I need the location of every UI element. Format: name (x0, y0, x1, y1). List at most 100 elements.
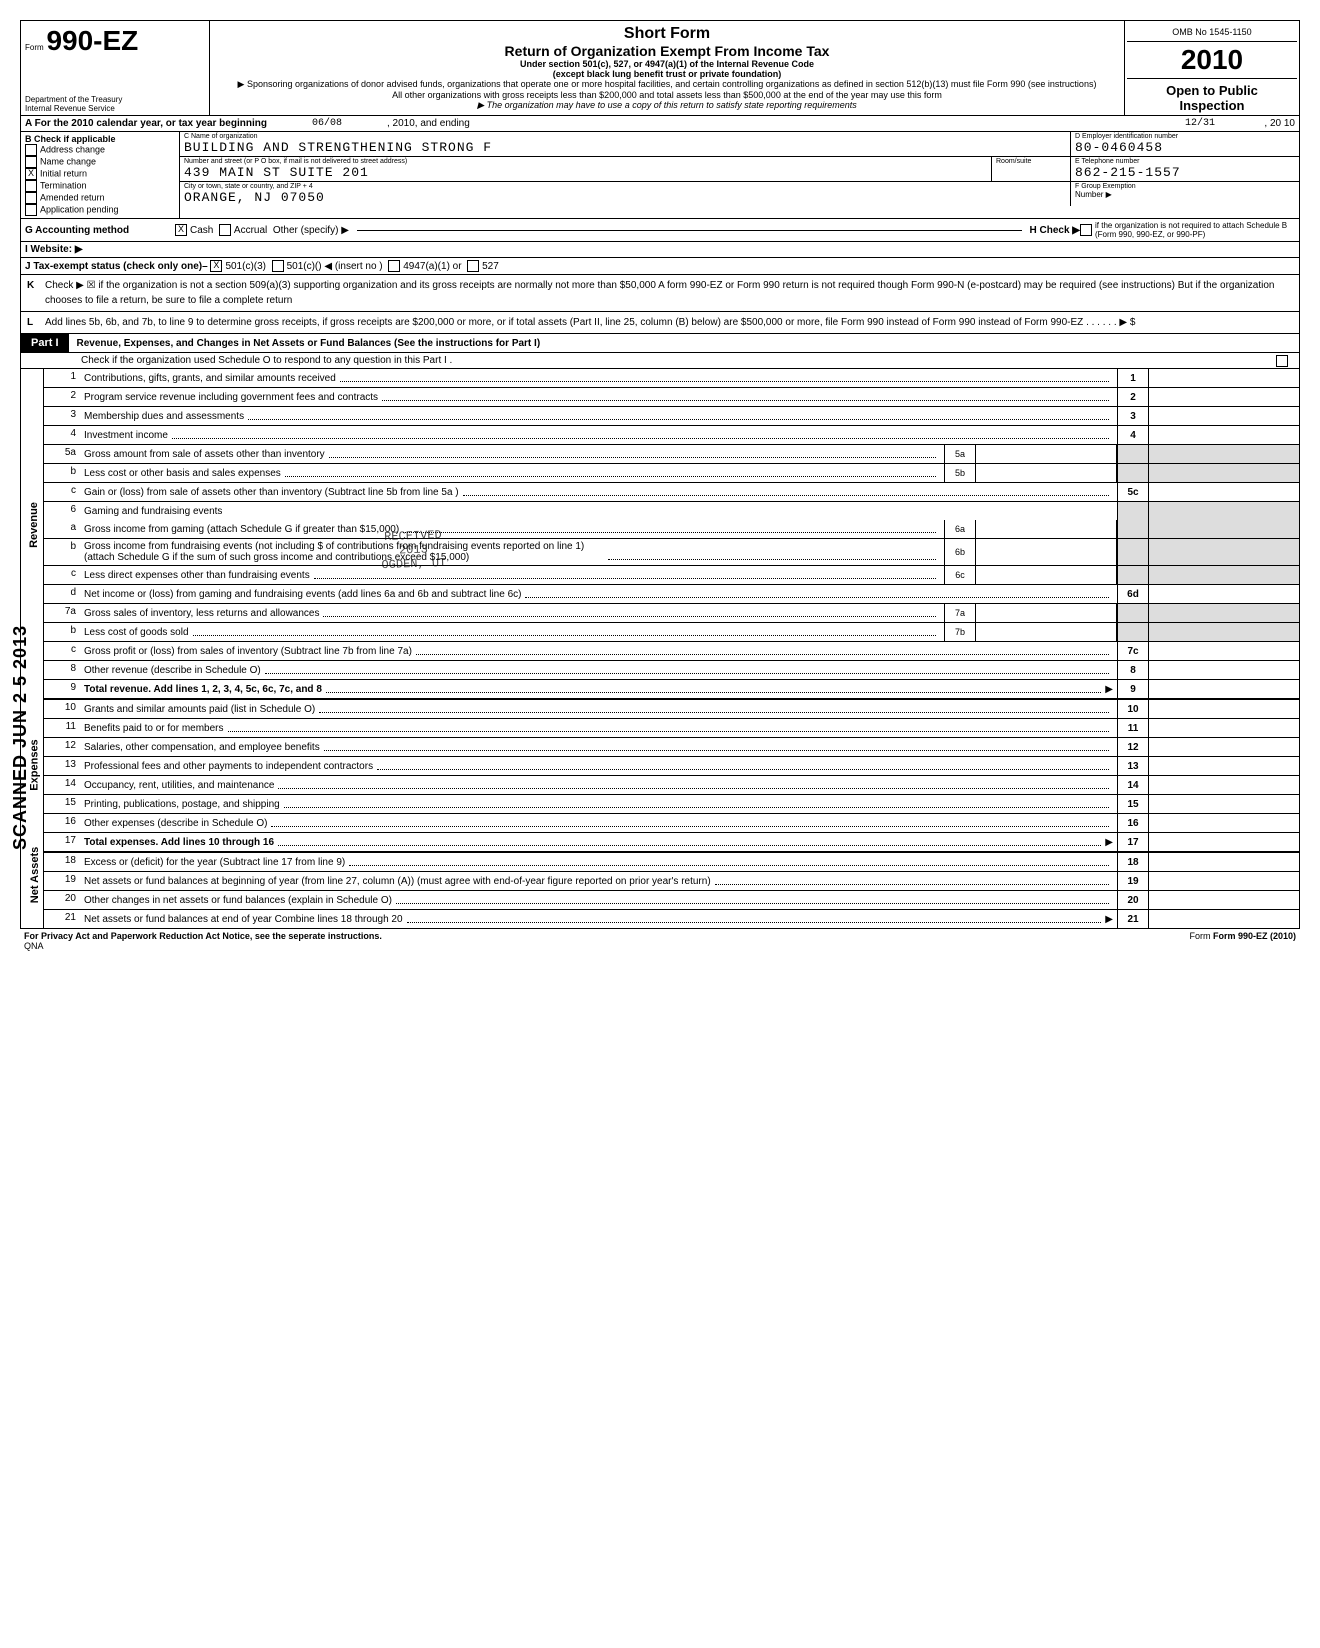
col-b-checkboxes: B Check if applicable Address change Nam… (21, 132, 180, 218)
lbl-other: Other (specify) ▶ (273, 225, 349, 236)
ln15-num: 15 (44, 795, 80, 813)
col-b-title: B Check if applicable (25, 134, 175, 144)
ln7c-val[interactable] (1149, 642, 1299, 660)
ln6-txt: Gaming and fundraising events (84, 506, 222, 517)
lbl-accrual: Accrual (234, 225, 267, 236)
ln7b-endval (1149, 623, 1299, 641)
ln12-box: 12 (1117, 738, 1149, 756)
chk-termination[interactable] (25, 180, 37, 192)
ln7a-val[interactable] (976, 604, 1117, 622)
chk-4947[interactable] (388, 260, 400, 272)
ln9-box: 9 (1117, 680, 1149, 698)
lbl-amended: Amended return (40, 192, 105, 202)
subtitle-5: ▶ The organization may have to use a cop… (218, 100, 1116, 111)
row-j: J Tax-exempt status (check only one)– X5… (21, 258, 1299, 275)
ln7b-val[interactable] (976, 623, 1117, 641)
ln5b-val[interactable] (976, 464, 1117, 482)
chk-527[interactable] (467, 260, 479, 272)
ln20-val[interactable] (1149, 891, 1299, 909)
name-label: C Name of organization (184, 133, 1066, 140)
ln3-val[interactable] (1149, 407, 1299, 425)
ln6b-endbox (1117, 539, 1149, 565)
chk-schedule-o[interactable] (1276, 355, 1288, 367)
dept-treasury: Department of the Treasury Internal Reve… (25, 95, 122, 113)
footer-left: For Privacy Act and Paperwork Reduction … (24, 931, 382, 941)
ln6a-val[interactable] (976, 520, 1117, 538)
chk-h[interactable] (1080, 224, 1092, 236)
ln15-val[interactable] (1149, 795, 1299, 813)
chk-accrual[interactable] (219, 224, 231, 236)
line-1: 1Contributions, gifts, grants, and simil… (44, 369, 1299, 388)
ln6d-val[interactable] (1149, 585, 1299, 603)
ln16-val[interactable] (1149, 814, 1299, 832)
line-5c: cGain or (loss) from sale of assets othe… (44, 483, 1299, 502)
ln21-val[interactable] (1149, 910, 1299, 928)
line-6d: dNet income or (loss) from gaming and fu… (44, 585, 1299, 604)
ln9-val[interactable] (1149, 680, 1299, 698)
ln4-val[interactable] (1149, 426, 1299, 444)
ln1-box: 1 (1117, 369, 1149, 387)
ln14-txt: Occupancy, rent, utilities, and maintena… (84, 780, 274, 791)
line-a: A For the 2010 calendar year, or tax yea… (21, 116, 1299, 132)
ln11-txt: Benefits paid to or for members (84, 723, 224, 734)
chk-501c[interactable] (272, 260, 284, 272)
ln7c-box: 7c (1117, 642, 1149, 660)
ln13-val[interactable] (1149, 757, 1299, 775)
lbl-app-pending: Application pending (40, 204, 119, 214)
ln15-txt: Printing, publications, postage, and shi… (84, 799, 280, 810)
ln10-txt: Grants and similar amounts paid (list in… (84, 704, 315, 715)
ln9-num: 9 (44, 680, 80, 698)
footer: For Privacy Act and Paperwork Reduction … (20, 929, 1300, 953)
i-label: I Website: ▶ (25, 244, 83, 255)
ln2-val[interactable] (1149, 388, 1299, 406)
ln6-endval (1149, 502, 1299, 520)
org-name: BUILDING AND STRENGTHENING STRONG F (184, 140, 1066, 155)
line-18: 18Excess or (deficit) for the year (Subt… (44, 853, 1299, 872)
line-4: 4Investment income4 (44, 426, 1299, 445)
ln12-val[interactable] (1149, 738, 1299, 756)
chk-amended[interactable] (25, 192, 37, 204)
ln5c-txt: Gain or (loss) from sale of assets other… (84, 487, 459, 498)
ln17-val[interactable] (1149, 833, 1299, 851)
ln7a-num: 7a (44, 604, 80, 622)
ln8-num: 8 (44, 661, 80, 679)
ln11-val[interactable] (1149, 719, 1299, 737)
chk-app-pending[interactable] (25, 204, 37, 216)
ln8-val[interactable] (1149, 661, 1299, 679)
chk-initial-return[interactable]: X (25, 168, 37, 180)
ln10-val[interactable] (1149, 700, 1299, 718)
ln19-val[interactable] (1149, 872, 1299, 890)
line-12: 12 Salaries, other compensation, and empl… (44, 738, 1299, 757)
lbl-501c3: 501(c)(3) (225, 261, 266, 272)
ln5c-val[interactable] (1149, 483, 1299, 501)
footer-form: Form 990-EZ (2010) (1213, 931, 1296, 941)
ln17-arrow: ▶ (1105, 837, 1113, 848)
ln17-box: 17 (1117, 833, 1149, 851)
ln5a-val[interactable] (976, 445, 1117, 463)
ln6c-val[interactable] (976, 566, 1117, 584)
ln9-txt: Total revenue. Add lines 1, 2, 3, 4, 5c,… (84, 684, 322, 695)
ln6b-val[interactable] (976, 539, 1117, 565)
row-i: I Website: ▶ (21, 242, 1299, 258)
part1-note: Check if the organization used Schedule … (21, 353, 1299, 369)
lbl-termination: Termination (40, 180, 87, 190)
chk-cash[interactable]: X (175, 224, 187, 236)
ln18-val[interactable] (1149, 853, 1299, 871)
room-label: Room/suite (996, 158, 1066, 165)
chk-501c3[interactable]: X (210, 260, 222, 272)
ln6d-box: 6d (1117, 585, 1149, 603)
k-text: Check ▶ ☒ if the organization is not a s… (45, 280, 1275, 306)
ln7b-endbox (1117, 623, 1149, 641)
ln13-num: 13 (44, 757, 80, 775)
ln9-arrow: ▶ (1105, 684, 1113, 695)
ln14-val[interactable] (1149, 776, 1299, 794)
ln1-val[interactable] (1149, 369, 1299, 387)
chk-name-change[interactable] (25, 156, 37, 168)
chk-address-change[interactable] (25, 144, 37, 156)
j-label: J Tax-exempt status (check only one)– (25, 261, 208, 272)
tax-year-end: 12/31 (1185, 118, 1215, 129)
lbl-name-change: Name change (40, 156, 96, 166)
ln21-arrow: ▶ (1105, 914, 1113, 925)
ln12-txt: Salaries, other compensation, and employ… (84, 742, 320, 753)
ln7b-num: b (44, 623, 80, 641)
